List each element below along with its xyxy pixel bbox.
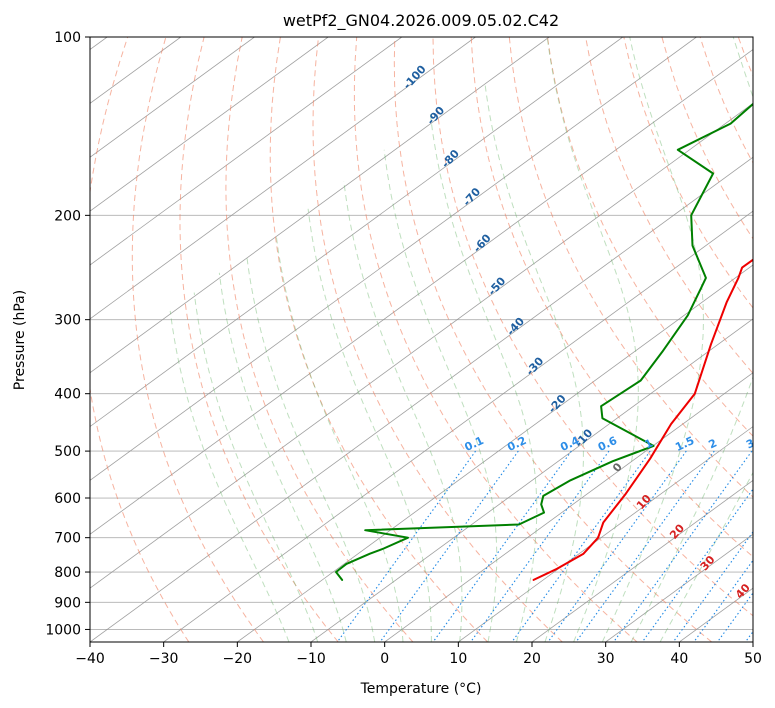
y-tick-label: 600 (54, 491, 81, 507)
dry-adiabat-line (585, 37, 753, 375)
isotherm-line (605, 533, 753, 642)
x-tick-label: −10 (296, 651, 326, 667)
plot-frame (89, 36, 754, 643)
mixing-ratio-line (336, 450, 477, 642)
x-axis-label: Temperature (°C) (360, 681, 482, 697)
isotherm-line (90, 49, 753, 535)
x-tick-label: −40 (75, 651, 105, 667)
y-tick-label: 400 (54, 387, 81, 403)
x-tick-label: 30 (597, 651, 615, 667)
y-tick-label: 300 (54, 313, 81, 329)
dry-adiabats (90, 37, 753, 642)
y-tick-label: 800 (54, 565, 81, 581)
isotherm-line (90, 37, 697, 481)
isotherm-line (90, 37, 403, 266)
isotherm-line (237, 264, 753, 642)
isotherm-line (90, 102, 753, 589)
x-tick-label: −30 (149, 651, 179, 667)
dry-adiabat-line (393, 37, 713, 642)
y-tick-label: 100 (54, 30, 81, 46)
y-tick-label: 900 (54, 595, 81, 611)
sounding-profiles (335, 102, 753, 581)
isotherm-line (90, 37, 550, 374)
x-tick-label: 10 (449, 651, 467, 667)
dry-adiabat-line (269, 37, 488, 642)
dry-adiabat-line (225, 37, 414, 642)
dry-adiabat-line (470, 37, 753, 558)
x-tick-label: 0 (380, 651, 389, 667)
mixing-ratio-line (612, 450, 753, 642)
isotherm-line (90, 37, 624, 428)
y-tick-label: 500 (54, 444, 81, 460)
moist-adiabats (169, 37, 753, 642)
y-tick-label: 1000 (45, 622, 81, 638)
mixing-ratio-line (693, 559, 753, 642)
dry-adiabat-line (179, 37, 339, 642)
dry-adiabat-line (312, 37, 563, 642)
moist-adiabat-line (630, 37, 753, 642)
pressure-gridlines (90, 37, 753, 630)
mixing-ratio-line (432, 450, 572, 642)
plot-area: -100-90-80-70-60-50-40-30-20-10010203040… (90, 37, 756, 642)
mixing-ratio-line (547, 450, 687, 642)
mixing-ratio-lines (336, 450, 753, 642)
isotherm-line (384, 372, 753, 642)
isotherm-line (531, 479, 753, 642)
x-axis: −40 −30 −20 −10 0 10 20 30 40 50 (75, 642, 762, 667)
x-tick-label: 40 (670, 651, 688, 667)
chart-title: wetPf2_GN04.2026.009.05.02.C42 (283, 11, 559, 31)
y-tick-label: 200 (54, 208, 81, 224)
moist-adiabat-line (246, 256, 376, 642)
moist-adiabat-line (546, 37, 639, 642)
moist-adiabat-line (193, 292, 319, 642)
dewpoint-profile-line (335, 102, 753, 581)
mixing-ratio-line (672, 530, 753, 642)
mixing-ratio-line (641, 488, 753, 642)
moist-adiabat-line (429, 114, 538, 642)
x-tick-label: 50 (744, 651, 762, 667)
y-axis: 100 200 300 400 500 600 700 800 900 1000 (45, 30, 90, 638)
mixing-ratio-line (379, 450, 519, 642)
moist-adiabat-line (383, 149, 498, 642)
mixing-ratio-line (575, 450, 715, 642)
temperature-profile-line (532, 258, 753, 581)
isotherm-line (90, 156, 753, 642)
dry-adiabat-line (432, 37, 753, 617)
isotherm-line (90, 37, 329, 212)
dry-adiabat-line (90, 37, 190, 642)
isotherm-line (90, 37, 476, 320)
moist-adiabat-line (484, 83, 584, 642)
dry-adiabat-line (623, 37, 753, 309)
isotherm-line (90, 37, 255, 158)
y-axis-label: Pressure (hPa) (12, 290, 28, 390)
mixing-ratio-label: 3 (744, 436, 756, 451)
x-tick-label: 20 (523, 651, 541, 667)
dry-adiabat-line (131, 37, 264, 642)
dry-adiabat-line (353, 37, 638, 642)
isotherm-line (163, 210, 753, 642)
moist-adiabat-line (218, 272, 347, 642)
x-tick-label: −20 (223, 651, 253, 667)
moist-adiabat-line (275, 233, 404, 642)
y-tick-label: 700 (54, 531, 81, 547)
moist-adiabat-line (169, 310, 290, 642)
mixing-ratio-line (469, 450, 610, 642)
moist-adiabat-line (343, 180, 463, 642)
